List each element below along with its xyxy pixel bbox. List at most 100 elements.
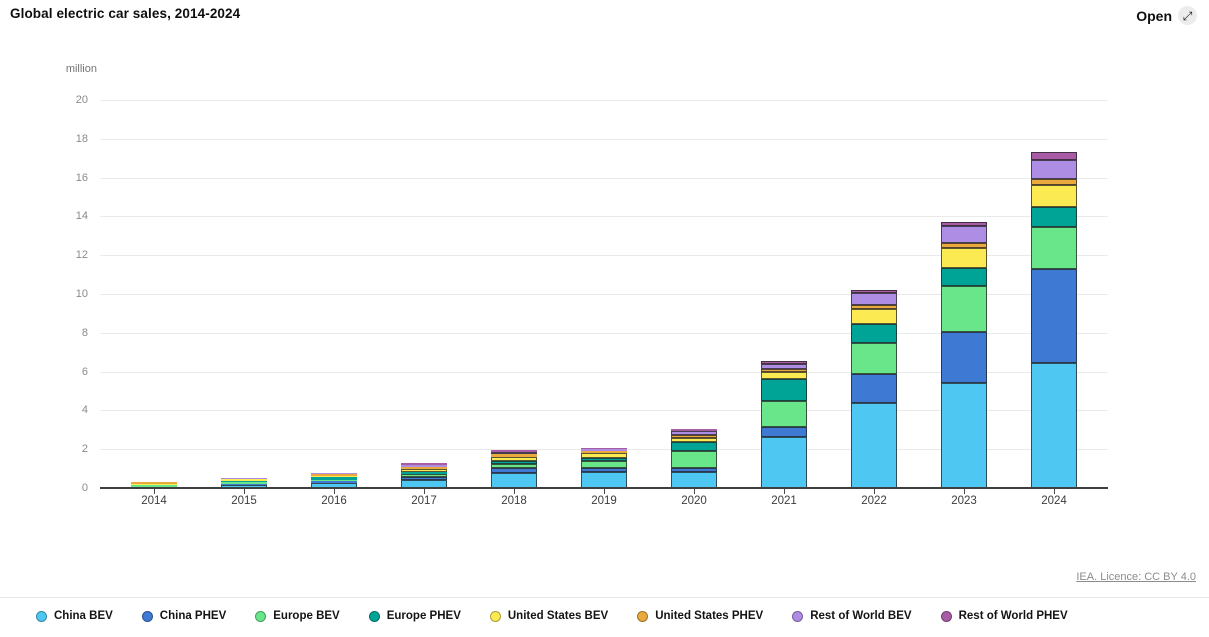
- bar-segment[interactable]: [581, 452, 627, 458]
- bar-segment[interactable]: [311, 474, 357, 476]
- bar-segment[interactable]: [401, 463, 447, 465]
- gridline: [100, 371, 1108, 373]
- bar-segment[interactable]: [221, 482, 267, 484]
- bar-segment[interactable]: [1031, 362, 1077, 488]
- bar-segment[interactable]: [401, 476, 447, 481]
- bar-segment[interactable]: [311, 475, 357, 478]
- gridline: [100, 138, 1108, 140]
- bar-segment[interactable]: [941, 248, 987, 268]
- bar-segment[interactable]: [491, 449, 537, 452]
- bar-segment[interactable]: [1031, 185, 1077, 207]
- legend-item[interactable]: Rest of World BEV: [792, 610, 912, 622]
- license-link[interactable]: IEA. Licence: CC BY 4.0: [1076, 571, 1196, 583]
- bar-segment[interactable]: [851, 304, 897, 309]
- bar-segment[interactable]: [851, 342, 897, 374]
- bar-segment[interactable]: [941, 267, 987, 287]
- bar-segment[interactable]: [761, 426, 807, 437]
- bar-segment[interactable]: [941, 331, 987, 384]
- legend-item[interactable]: Europe PHEV: [368, 610, 461, 622]
- bar-segment[interactable]: [221, 479, 267, 481]
- legend-item[interactable]: United States BEV: [489, 610, 608, 622]
- bar-segment[interactable]: [491, 454, 537, 457]
- bar-segment[interactable]: [131, 485, 177, 487]
- bar-segment[interactable]: [491, 472, 537, 488]
- open-button[interactable]: Open ⤢: [1134, 4, 1199, 27]
- bar-segment[interactable]: [581, 457, 627, 462]
- bar-segment[interactable]: [1031, 227, 1077, 269]
- legend-item[interactable]: United States PHEV: [637, 610, 763, 622]
- bar-segment[interactable]: [581, 468, 627, 473]
- bar-segment[interactable]: [761, 400, 807, 427]
- bar-segment[interactable]: [761, 360, 807, 364]
- bar-segment[interactable]: [671, 437, 717, 442]
- bar-segment[interactable]: [851, 290, 897, 294]
- bar-segment[interactable]: [581, 472, 627, 488]
- legend-item[interactable]: Rest of World PHEV: [940, 610, 1068, 622]
- bar-segment[interactable]: [941, 222, 987, 227]
- bar-segment[interactable]: [941, 383, 987, 488]
- y-tick-label: 16: [75, 171, 88, 184]
- bar-segment[interactable]: [851, 373, 897, 403]
- bar-segment[interactable]: [311, 479, 357, 482]
- bar-segment[interactable]: [761, 436, 807, 488]
- bar-segment[interactable]: [131, 483, 177, 485]
- legend-item[interactable]: China BEV: [36, 610, 113, 622]
- bar-segment[interactable]: [671, 435, 717, 438]
- bar-segment[interactable]: [221, 483, 267, 486]
- bar-segment[interactable]: [401, 468, 447, 472]
- bar-segment[interactable]: [581, 447, 627, 450]
- bar-segment[interactable]: [941, 286, 987, 332]
- bar-segment[interactable]: [221, 480, 267, 483]
- bar-segment[interactable]: [221, 477, 267, 479]
- bar-segment[interactable]: [761, 368, 807, 372]
- bar-segment[interactable]: [851, 308, 897, 325]
- gridline: [100, 294, 1108, 295]
- bar-segment[interactable]: [131, 486, 177, 488]
- y-tick-label: 10: [75, 288, 88, 300]
- bar-segment[interactable]: [671, 450, 717, 469]
- legend-item[interactable]: Europe BEV: [255, 610, 340, 622]
- bar-segment[interactable]: [491, 456, 537, 462]
- bar-segment[interactable]: [491, 468, 537, 473]
- bar-segment[interactable]: [671, 472, 717, 488]
- bar-segment[interactable]: [221, 478, 267, 480]
- bar-segment[interactable]: [761, 379, 807, 401]
- bar-segment[interactable]: [581, 449, 627, 452]
- legend-dot-icon: [141, 610, 153, 622]
- bar-segment[interactable]: [671, 431, 717, 436]
- bar-segment[interactable]: [401, 466, 447, 469]
- bar-segment[interactable]: [941, 226, 987, 243]
- bar-segment[interactable]: [131, 482, 177, 484]
- bar-segment[interactable]: [401, 471, 447, 475]
- bar-segment[interactable]: [1031, 160, 1077, 179]
- bar-segment[interactable]: [1031, 268, 1077, 363]
- bar-segment[interactable]: [1031, 206, 1077, 228]
- bar-segment[interactable]: [761, 363, 807, 369]
- bar-segment[interactable]: [491, 461, 537, 465]
- bar-segment[interactable]: [671, 428, 717, 432]
- bar-segment[interactable]: [941, 242, 987, 249]
- bar-segment[interactable]: [401, 464, 447, 467]
- bar-segment[interactable]: [311, 481, 357, 483]
- bar-segment[interactable]: [581, 451, 627, 453]
- bar-segment[interactable]: [581, 461, 627, 469]
- bar-2018: [491, 449, 537, 488]
- bar-segment[interactable]: [491, 464, 537, 469]
- bar-segment[interactable]: [851, 324, 897, 343]
- bar-segment[interactable]: [851, 293, 897, 305]
- y-tick-label: 4: [81, 404, 88, 417]
- bar-segment[interactable]: [761, 371, 807, 380]
- bar-segment[interactable]: [1031, 178, 1077, 186]
- bar-segment[interactable]: [1031, 152, 1077, 161]
- legend-item[interactable]: China PHEV: [141, 610, 226, 622]
- bar-segment[interactable]: [311, 472, 357, 474]
- bar-segment[interactable]: [491, 451, 537, 455]
- bar-segment[interactable]: [311, 477, 357, 480]
- bar-segment[interactable]: [671, 468, 717, 473]
- legend-label: Rest of World PHEV: [958, 610, 1068, 622]
- bar-segment[interactable]: [401, 474, 447, 477]
- bar-segment[interactable]: [131, 484, 177, 486]
- bar-segment[interactable]: [851, 402, 897, 488]
- bar-segment[interactable]: [311, 473, 357, 475]
- bar-segment[interactable]: [671, 441, 717, 451]
